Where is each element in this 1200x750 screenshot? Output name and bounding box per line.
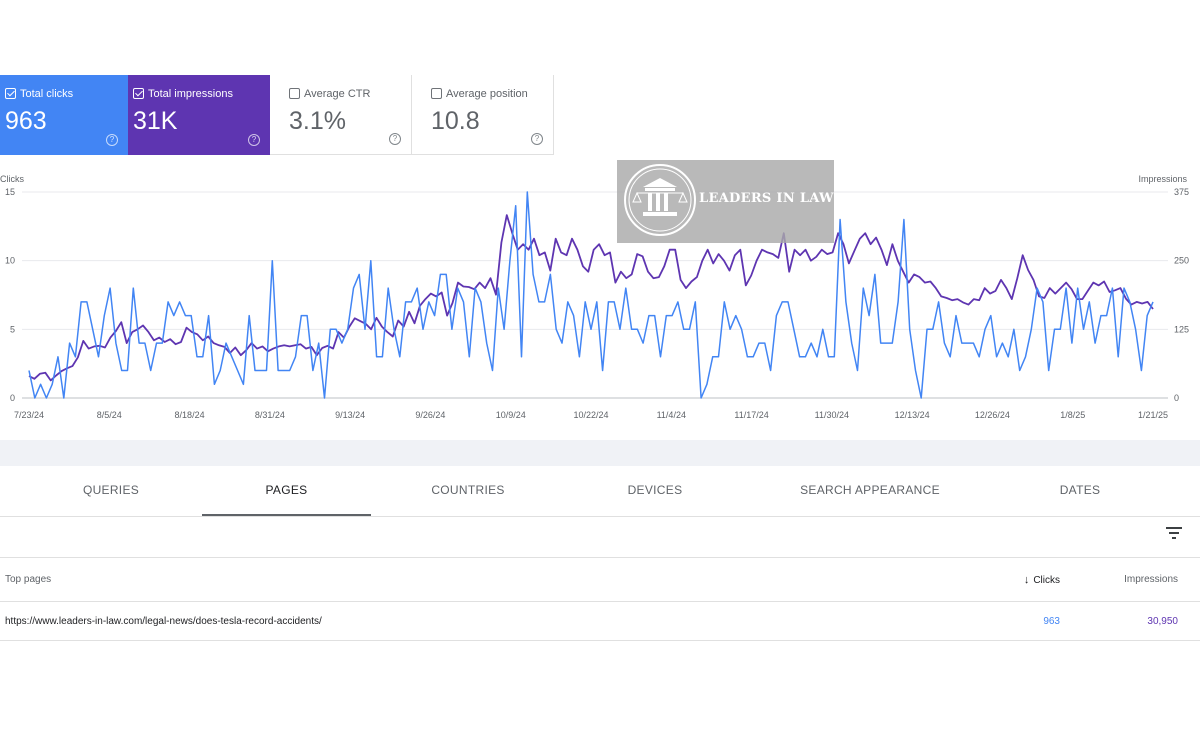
total-clicks-tile[interactable]: Total clicks 963 ?	[0, 75, 128, 155]
x-tick-label: 9/13/24	[335, 410, 365, 420]
performance-chart[interactable]: Clicks Impressions 15 375 10 250 5 125 0 0 7/23/…	[0, 170, 1200, 430]
total-clicks-label: Total clicks	[20, 88, 74, 100]
clicks-series-line	[28, 191, 1154, 399]
leaders-in-law-watermark: LEADERS IN LAW	[617, 160, 834, 243]
report-tabs: QUERIES PAGES COUNTRIES DEVICES SEARCH A…	[0, 466, 1200, 517]
tab-search-appearance[interactable]: SEARCH APPEARANCE	[800, 483, 940, 497]
average-ctr-value: 3.1%	[289, 107, 346, 135]
average-ctr-tile[interactable]: Average CTR 3.1% ?	[270, 75, 412, 155]
x-tick-label: 8/31/24	[255, 410, 285, 420]
clicks-column-header[interactable]: ↓ Clicks	[1024, 574, 1060, 586]
average-ctr-label: Average CTR	[304, 88, 371, 100]
checkbox-icon[interactable]	[289, 88, 300, 99]
watermark-text: LEADERS IN LAW	[699, 191, 834, 206]
right-tick-label: 375	[1174, 187, 1189, 197]
page-url[interactable]: https://www.leaders-in-law.com/legal-new…	[5, 616, 322, 627]
help-icon[interactable]: ?	[106, 134, 118, 146]
filter-icon[interactable]	[1166, 526, 1182, 540]
right-tick-label: 125	[1174, 324, 1189, 334]
x-tick-label: 11/17/24	[734, 410, 768, 420]
courthouse-scales-logo	[624, 164, 696, 236]
total-clicks-value: 963	[5, 107, 47, 135]
x-tick-label: 11/30/24	[815, 410, 849, 420]
x-tick-label: 7/23/24	[14, 410, 44, 420]
help-icon[interactable]: ?	[248, 134, 260, 146]
left-tick-label: 10	[5, 256, 15, 266]
tab-countries[interactable]: COUNTRIES	[431, 483, 505, 497]
average-position-value: 10.8	[431, 107, 480, 135]
x-tick-label: 12/26/24	[975, 410, 1010, 420]
x-tick-label: 11/4/24	[657, 410, 686, 420]
x-tick-label: 9/26/24	[415, 410, 445, 420]
tab-queries[interactable]: QUERIES	[82, 483, 140, 497]
x-tick-label: 1/21/25	[1138, 410, 1168, 420]
total-impressions-value: 31K	[133, 107, 178, 135]
top-pages-header: Top pages	[5, 574, 52, 585]
x-tick-label: 1/8/25	[1060, 410, 1085, 420]
tab-dates[interactable]: DATES	[1059, 483, 1101, 497]
checkbox-icon[interactable]	[5, 88, 16, 99]
table-header: Top pages ↓ Clicks Impressions	[0, 558, 1200, 602]
x-tick-label: 8/18/24	[175, 410, 205, 420]
impressions-series-line	[28, 214, 1154, 382]
help-icon[interactable]: ?	[531, 133, 543, 145]
checkbox-icon[interactable]	[431, 88, 442, 99]
total-impressions-label: Total impressions	[148, 88, 233, 100]
average-position-label: Average position	[446, 88, 528, 100]
section-gap	[0, 440, 1200, 466]
tab-devices[interactable]: DEVICES	[627, 483, 683, 497]
details-card	[0, 466, 1200, 750]
x-tick-label: 12/13/24	[895, 410, 930, 420]
right-tick-label: 250	[1174, 256, 1189, 266]
x-tick-label: 8/5/24	[97, 410, 122, 420]
x-tick-label: 10/22/24	[573, 410, 608, 420]
table-row[interactable]: https://www.leaders-in-law.com/legal-new…	[0, 603, 1200, 641]
divider	[0, 557, 1200, 558]
right-axis-label: Impressions	[1138, 174, 1187, 184]
left-axis-label: Clicks	[0, 174, 24, 184]
total-impressions-tile[interactable]: Total impressions 31K ?	[128, 75, 270, 155]
row-impressions-value: 30,950	[1147, 616, 1178, 627]
impressions-column-header[interactable]: Impressions	[1124, 574, 1178, 585]
arrow-down-icon: ↓	[1023, 574, 1030, 586]
left-tick-label: 15	[5, 187, 15, 197]
performance-card	[0, 0, 1200, 440]
help-icon[interactable]: ?	[389, 133, 401, 145]
left-tick-label: 5	[10, 324, 15, 334]
left-tick-label: 0	[10, 393, 15, 403]
row-clicks-value: 963	[1043, 616, 1060, 627]
right-tick-label: 0	[1174, 393, 1179, 403]
x-tick-label: 10/9/24	[496, 410, 526, 420]
clicks-header-label: Clicks	[1033, 575, 1060, 586]
average-position-tile[interactable]: Average position 10.8 ?	[412, 75, 554, 155]
checkbox-icon[interactable]	[133, 88, 144, 99]
tab-pages[interactable]: PAGES	[202, 466, 371, 516]
